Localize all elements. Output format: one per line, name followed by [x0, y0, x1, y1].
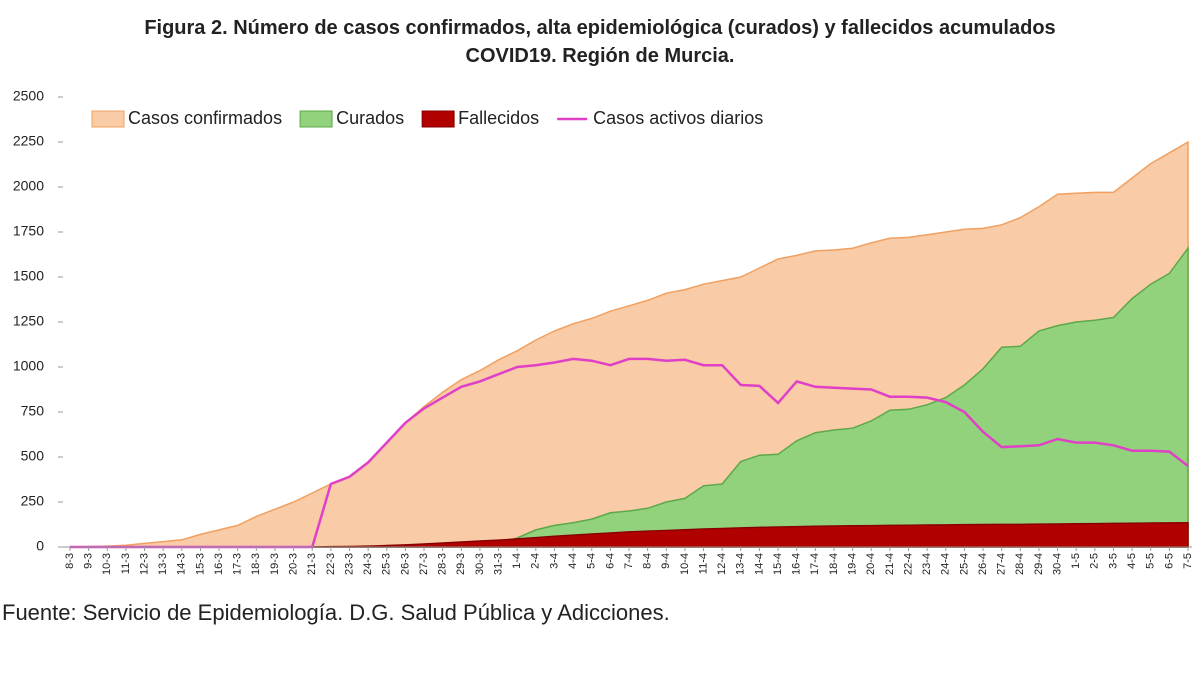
x-tick-label: 30-3	[474, 553, 486, 575]
x-tick-label: 9-3	[83, 553, 95, 569]
x-tick-label: 2-5	[1089, 553, 1101, 569]
x-tick-label: 18-3	[250, 553, 262, 575]
x-tick-label: 26-3	[399, 553, 411, 575]
x-tick-label: 20-4	[865, 553, 877, 575]
x-tick-label: 14-4	[753, 553, 765, 575]
x-tick-label: 3-5	[1107, 553, 1119, 569]
legend-swatch	[299, 110, 333, 128]
x-tick-label: 31-3	[492, 553, 504, 575]
x-tick-label: 1-5	[1070, 553, 1082, 569]
x-tick-label: 3-4	[548, 553, 560, 569]
x-tick-label: 7-4	[623, 553, 635, 569]
x-tick-label: 23-3	[343, 553, 355, 575]
x-tick-label: 21-4	[884, 553, 896, 575]
y-tick-label: 2000	[13, 178, 44, 194]
x-tick-label: 9-4	[660, 553, 672, 569]
x-tick-label: 22-3	[325, 553, 337, 575]
x-tick-label: 24-4	[940, 553, 952, 575]
x-tick-label: 17-3	[232, 553, 244, 575]
x-tick-label: 27-3	[418, 553, 430, 575]
x-tick-label: 12-4	[716, 553, 728, 575]
x-tick-label: 10-4	[679, 553, 691, 575]
x-tick-label: 11-3	[120, 553, 132, 574]
legend-label: Curados	[336, 108, 404, 128]
x-tick-label: 18-4	[828, 553, 840, 575]
x-tick-label: 2-4	[530, 553, 542, 569]
x-tick-label: 7-5	[1182, 553, 1194, 569]
x-tick-label: 29-4	[1033, 553, 1045, 575]
x-tick-label: 26-4	[977, 553, 989, 575]
legend-swatch	[91, 110, 125, 128]
y-tick-label: 1500	[13, 268, 44, 284]
chart-title: Figura 2. Número de casos confirmados, a…	[144, 17, 1056, 67]
x-tick-label: 30-4	[1051, 553, 1063, 575]
x-tick-label: 24-3	[362, 553, 374, 575]
legend-label: Fallecidos	[458, 108, 539, 128]
x-tick-label: 28-3	[437, 553, 449, 575]
y-tick-label: 2250	[13, 133, 44, 149]
legend-label: Casos activos diarios	[593, 108, 763, 128]
x-tick-label: 6-5	[1163, 553, 1175, 569]
x-tick-label: 15-4	[772, 553, 784, 575]
x-tick-label: 20-3	[288, 553, 300, 575]
x-tick-label: 19-4	[847, 553, 859, 575]
x-tick-label: 16-3	[213, 553, 225, 575]
y-tick-label: 250	[21, 493, 45, 509]
source-note: Fuente: Servicio de Epidemiología. D.G. …	[2, 600, 670, 625]
x-tick-label: 4-5	[1126, 553, 1138, 569]
y-tick-label: 500	[21, 448, 45, 464]
x-tick-label: 15-3	[194, 553, 206, 575]
x-tick-label: 12-3	[138, 553, 150, 575]
x-tick-label: 17-4	[809, 553, 821, 575]
legend-swatch	[421, 110, 455, 128]
y-tick-label: 1250	[13, 313, 44, 329]
y-tick-label: 1750	[13, 223, 44, 239]
x-tick-label: 25-4	[958, 553, 970, 575]
x-tick-label: 29-3	[455, 553, 467, 575]
x-tick-label: 10-3	[101, 553, 113, 575]
x-tick-label: 8-3	[64, 553, 76, 569]
y-tick-label: 0	[36, 538, 44, 554]
y-tick-label: 1000	[13, 358, 44, 374]
x-tick-label: 5-5	[1145, 553, 1157, 569]
x-tick-label: 19-3	[269, 553, 281, 575]
x-tick-label: 13-3	[157, 553, 169, 575]
x-tick-label: 11-4	[697, 553, 709, 574]
x-tick-label: 27-4	[996, 553, 1008, 575]
y-tick-label: 750	[21, 403, 45, 419]
x-tick-label: 14-3	[176, 553, 188, 575]
x-tick-label: 22-4	[902, 553, 914, 575]
x-tick-label: 21-3	[306, 553, 318, 575]
x-tick-label: 25-3	[381, 553, 393, 575]
x-tick-label: 1-4	[511, 553, 523, 569]
y-tick-label: 2500	[13, 88, 44, 104]
x-tick-label: 13-4	[735, 553, 747, 575]
x-tick-label: 8-4	[642, 553, 654, 569]
x-tick-label: 23-4	[921, 553, 933, 575]
x-tick-label: 6-4	[604, 553, 616, 569]
x-tick-label: 5-4	[586, 553, 598, 569]
x-tick-label: 16-4	[791, 553, 803, 575]
x-tick-label: 4-4	[567, 553, 579, 569]
x-tick-label: 28-4	[1014, 553, 1026, 575]
chart: 0 250 500 750 1000 1250 1500 1750 2000 2250 2500 8-…	[13, 88, 1194, 575]
legend-label: Casos confirmados	[128, 108, 282, 128]
